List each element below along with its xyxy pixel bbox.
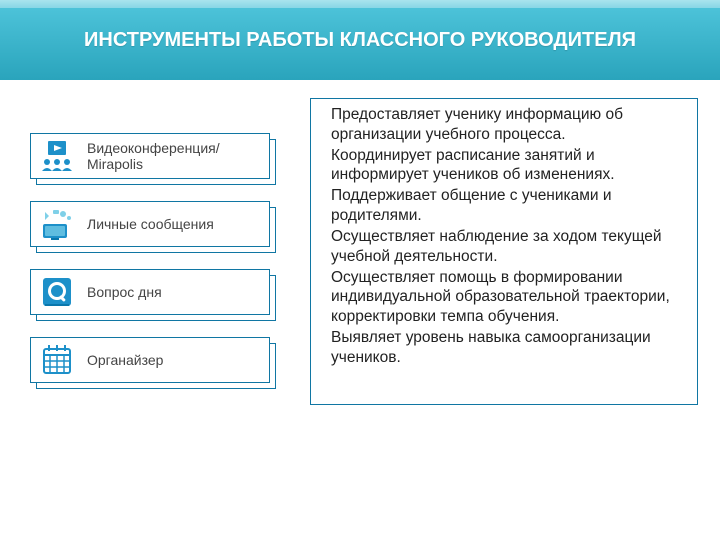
description-panel: Предоставляет ученику информацию об орга… [310,98,698,405]
tool-label: Органайзер [87,352,163,368]
content-area: Видеоконференция/ Mirapolis Л [0,80,720,415]
tool-front: Вопрос дня [30,269,270,315]
tool-item-question: Вопрос дня [30,269,290,321]
tool-item-organizer: Органайзер [30,337,290,389]
list-item: Выявляет уровень навыка самоорганизации … [317,328,687,368]
description-list: Предоставляет ученику информацию об орга… [317,105,687,368]
list-item: Предоставляет ученику информацию об орга… [317,105,687,145]
tool-label: Видеоконференция/ Mirapolis [87,140,269,172]
page-title: ИНСТРУМЕНТЫ РАБОТЫ КЛАССНОГО РУКОВОДИТЕЛ… [84,28,636,52]
list-item: Осуществляет наблюдение за ходом текущей… [317,227,687,267]
organizer-icon [39,342,75,378]
tool-label: Личные сообщения [87,216,214,232]
tool-front: Органайзер [30,337,270,383]
messages-icon [39,206,75,242]
header-top-strip [0,0,720,8]
tools-column: Видеоконференция/ Mirapolis Л [30,98,290,405]
tool-item-messages: Личные сообщения [30,201,290,253]
question-of-day-icon [39,274,75,310]
tool-front: Личные сообщения [30,201,270,247]
list-item: Координирует расписание занятий и информ… [317,146,687,186]
tool-front: Видеоконференция/ Mirapolis [30,133,270,179]
video-conference-icon [39,138,75,174]
list-item: Поддерживает общение с учениками и родит… [317,186,687,226]
tool-label: Вопрос дня [87,284,162,300]
list-item: Осуществляет помощь в формировании индив… [317,268,687,327]
tool-item-video: Видеоконференция/ Mirapolis [30,133,290,185]
header-bar: ИНСТРУМЕНТЫ РАБОТЫ КЛАССНОГО РУКОВОДИТЕЛ… [0,0,720,80]
